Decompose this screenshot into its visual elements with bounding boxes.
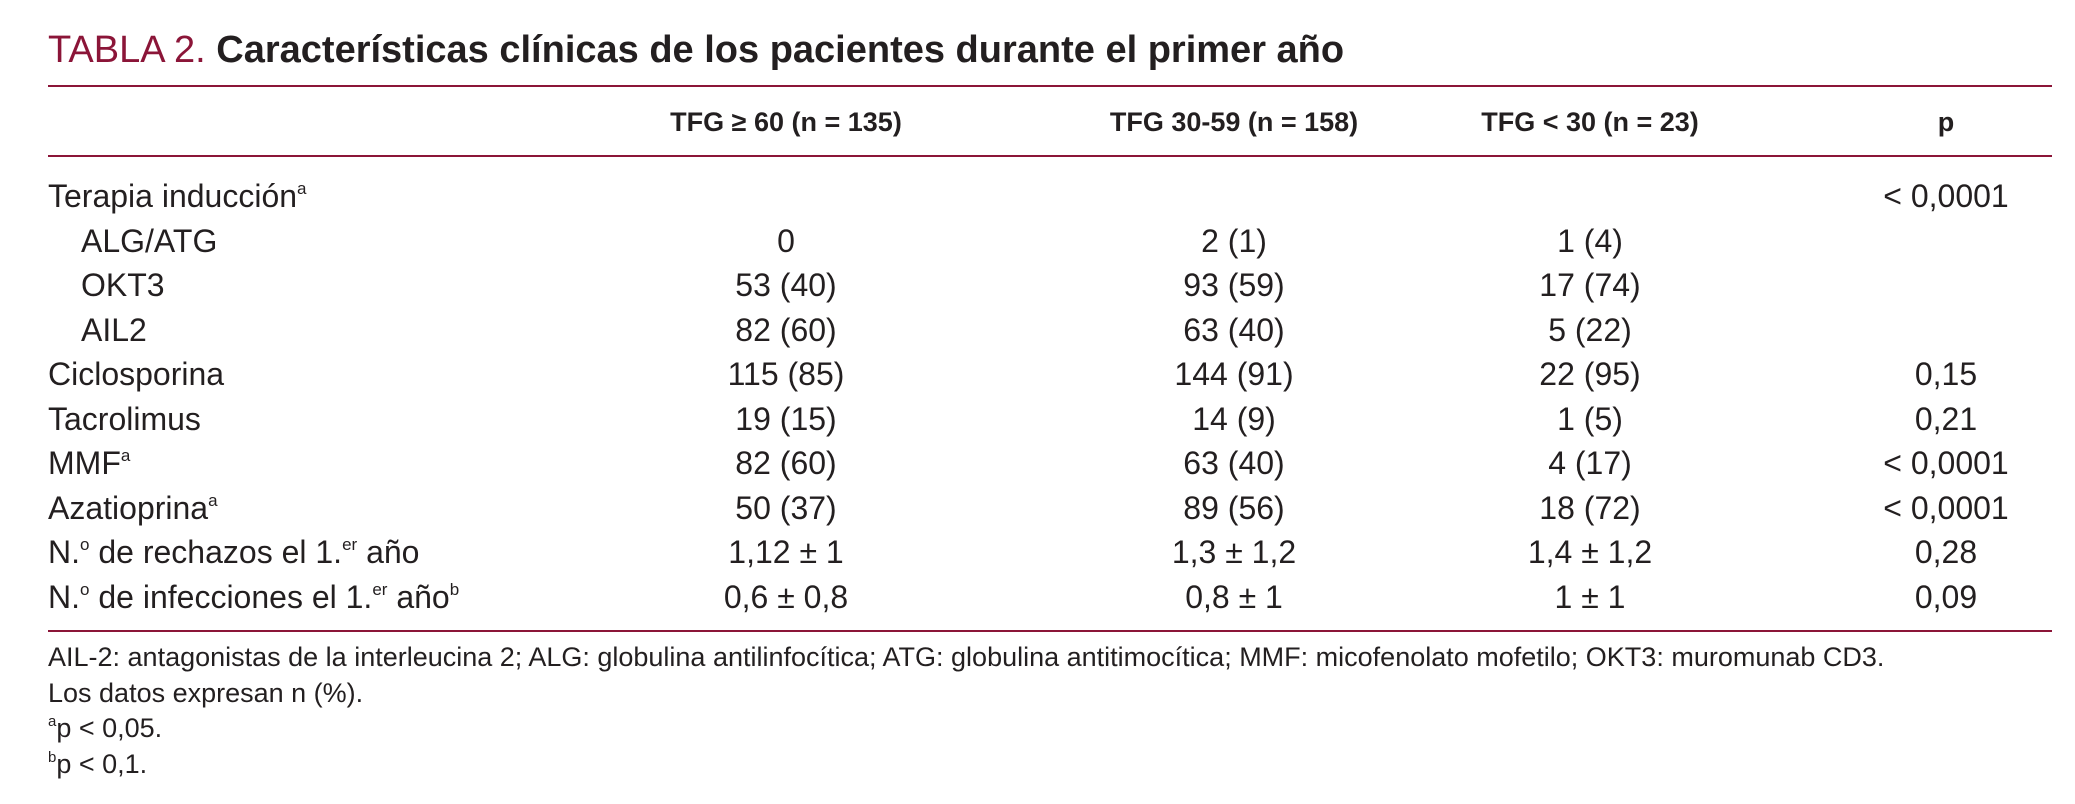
- table-row: Azatioprinaa 50 (37) 89 (56) 18 (72) < 0…: [48, 486, 2052, 531]
- footnote-marker: a: [208, 490, 218, 510]
- cell-value: 1 ± 1: [1554, 578, 1626, 615]
- cell-value: 22 (95): [1539, 356, 1641, 392]
- row-label: N.o de infecciones el 1.er añob: [48, 578, 460, 615]
- table-number-label: TABLA 2.: [48, 29, 206, 71]
- column-header-tfg-60: TFG ≥ 60 (n = 135): [670, 107, 902, 137]
- footnote-marker: a: [297, 179, 307, 198]
- cell-value: 144 (91): [1174, 356, 1294, 392]
- table-row: Terapia induccióna < 0,0001: [48, 174, 2052, 219]
- row-label: Tacrolimus: [48, 400, 201, 437]
- cell-value: 14 (9): [1192, 400, 1276, 437]
- cell-p-value: < 0,0001: [1883, 489, 2009, 526]
- cell-value: 1 (4): [1557, 222, 1623, 259]
- row-label: AIL2: [81, 311, 147, 348]
- cell-value: 18 (72): [1539, 489, 1641, 526]
- abbreviations-note: AIL-2: antagonistas de la interleucina 2…: [48, 642, 1885, 672]
- cell-value: 5 (22): [1548, 311, 1632, 348]
- cell-value: 2 (1): [1201, 222, 1267, 259]
- row-label: OKT3: [81, 267, 165, 303]
- cell-value: 4 (17): [1548, 445, 1632, 481]
- cell-value: 1,12 ± 1: [728, 534, 844, 570]
- table-row: N.o de rechazos el 1.er año 1,12 ± 1 1,3…: [48, 530, 2052, 575]
- table-row: Tacrolimus 19 (15) 14 (9) 1 (5) 0,21: [48, 397, 2052, 442]
- cell-value: 0,8 ± 1: [1185, 578, 1283, 615]
- row-label: MMFa: [48, 445, 131, 481]
- table-row: MMFa 82 (60) 63 (40) 4 (17) < 0,0001: [48, 441, 2052, 486]
- footnote-a: ap < 0,05.: [48, 713, 163, 743]
- cell-value: 63 (40): [1183, 445, 1285, 481]
- cell-value: 93 (59): [1183, 267, 1285, 303]
- top-rule: [48, 85, 2052, 87]
- table-row: AIL2 82 (60) 63 (40) 5 (22): [48, 308, 2052, 353]
- row-label: Ciclosporina: [48, 356, 225, 392]
- bottom-rule: [48, 630, 2052, 632]
- cell-p-value: < 0,0001: [1883, 445, 2009, 481]
- table-header-row: TFG ≥ 60 (n = 135) TFG 30-59 (n = 158) T…: [48, 100, 2052, 144]
- cell-p-value: 0,28: [1914, 534, 1978, 570]
- row-label: Terapia induccióna: [48, 178, 307, 214]
- table-body: Terapia induccióna < 0,0001 ALG/ATG 0 2 …: [48, 174, 2052, 619]
- cell-p-value: 0,09: [1914, 578, 1978, 615]
- table-row: ALG/ATG 0 2 (1) 1 (4): [48, 219, 2052, 264]
- table-title: TABLA 2. Características clínicas de los…: [48, 22, 1344, 78]
- row-label: ALG/ATG: [81, 222, 218, 259]
- table-row: Ciclosporina 115 (85) 144 (91) 22 (95) 0…: [48, 352, 2052, 397]
- table-row: OKT3 53 (40) 93 (59) 17 (74): [48, 263, 2052, 308]
- footnote-marker: a: [120, 446, 131, 465]
- footnote-b: bp < 0,1.: [48, 748, 148, 779]
- header-rule: [48, 155, 2052, 157]
- cell-p-value: < 0,0001: [1883, 178, 2009, 214]
- cell-value: 115 (85): [727, 356, 845, 392]
- cell-value: 1,3 ± 1,2: [1171, 534, 1297, 570]
- cell-value: 89 (56): [1183, 489, 1285, 526]
- column-header-tfg-30: TFG < 30 (n = 23): [1481, 107, 1699, 137]
- cell-p-value: 0,15: [1914, 356, 1978, 392]
- cell-value: 50 (37): [735, 489, 837, 526]
- column-header-tfg-30-59: TFG 30-59 (n = 158): [1109, 107, 1359, 137]
- cell-value: 1,4 ± 1,2: [1527, 534, 1653, 570]
- cell-value: 17 (74): [1539, 267, 1641, 303]
- table-footnotes: AIL-2: antagonistas de la interleucina 2…: [48, 640, 2052, 782]
- cell-value: 19 (15): [735, 400, 837, 437]
- cell-value: 53 (40): [735, 267, 837, 303]
- cell-value: 82 (60): [735, 445, 837, 481]
- cell-value: 0: [777, 222, 795, 259]
- table-title-text: Características clínicas de los paciente…: [216, 29, 1345, 71]
- cell-value: 82 (60): [735, 311, 837, 348]
- row-label: Azatioprinaa: [48, 489, 218, 526]
- cell-value: 63 (40): [1183, 311, 1285, 348]
- cell-value: 1 (5): [1557, 400, 1623, 437]
- table-row: N.o de infecciones el 1.er añob 0,6 ± 0,…: [48, 575, 2052, 620]
- column-header-p: p: [1937, 107, 1955, 137]
- data-note: Los datos expresan n (%).: [48, 677, 364, 708]
- cell-p-value: 0,21: [1914, 400, 1978, 437]
- cell-value: 0,6 ± 0,8: [723, 578, 849, 615]
- row-label: N.o de rechazos el 1.er año: [48, 534, 420, 570]
- footnote-marker: b: [449, 579, 460, 599]
